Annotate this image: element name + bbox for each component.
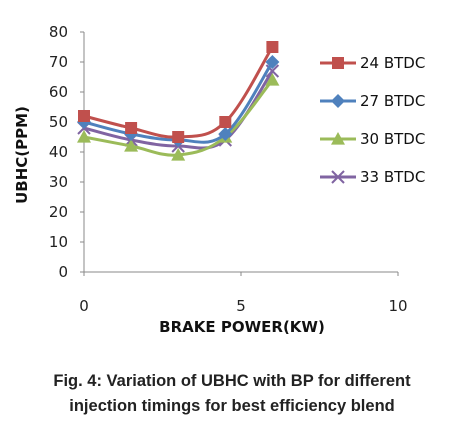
x-tick-label: 5 <box>236 297 246 315</box>
figure-caption-line-2: injection timings for best efficiency bl… <box>69 397 395 415</box>
data-point-30-btdc <box>265 73 280 86</box>
marker-stroke <box>331 170 345 184</box>
data-point-24-btdc <box>219 116 232 128</box>
data-point-27-btdc <box>218 127 233 141</box>
y-tick-label: 30 <box>49 173 68 191</box>
y-tick-label: 40 <box>49 143 68 161</box>
data-point-24-btdc <box>78 110 90 122</box>
data-point-27-btdc <box>265 55 280 69</box>
data-point-30-btdc <box>171 148 186 161</box>
legend-marker <box>331 132 345 145</box>
data-point-30-btdc <box>124 139 139 152</box>
series-layer <box>77 41 280 161</box>
legend: 24 BTDC 27 BTDC 30 BTDC 33 BTDC <box>320 54 425 186</box>
y-tick-label: 70 <box>49 53 68 71</box>
legend-label: 27 BTDC <box>360 92 425 110</box>
y-tick-label: 20 <box>49 203 68 221</box>
line-chart: 0 10 20 30 40 50 60 70 80 0 5 10 24 BTDC 27 BTDC 30 B… <box>13 23 425 336</box>
legend-item-30-btdc: 30 BTDC <box>320 130 425 148</box>
data-point-24-btdc <box>172 131 185 143</box>
legend-label: 33 BTDC <box>360 168 425 186</box>
figure-caption-line-1: Fig. 4: Variation of UBHC with BP for di… <box>53 372 411 390</box>
legend-label: 30 BTDC <box>360 130 425 148</box>
y-tick-label: 0 <box>58 263 68 281</box>
data-point-30-btdc <box>77 130 91 143</box>
chart-axes <box>80 31 399 276</box>
y-tick-label: 50 <box>49 113 68 131</box>
y-axis-title: UBHC(PPM) <box>13 106 31 204</box>
legend-marker <box>331 94 345 108</box>
series-line-24-btdc <box>83 46 274 139</box>
legend-marker <box>332 57 344 69</box>
tick-labels: 0 10 20 30 40 50 60 70 80 0 5 10 <box>49 23 408 315</box>
data-point-24-btdc <box>125 122 138 134</box>
x-axis-title: BRAKE POWER(KW) <box>159 318 325 336</box>
y-tick-label: 80 <box>49 23 68 41</box>
x-tick-label: 0 <box>79 297 89 315</box>
series-line-27-btdc <box>83 61 274 144</box>
legend-label: 24 BTDC <box>360 54 425 72</box>
legend-item-24-btdc: 24 BTDC <box>320 54 425 72</box>
x-tick-label: 10 <box>388 297 407 315</box>
data-point-24-btdc <box>266 41 279 53</box>
y-tick-label: 60 <box>49 83 68 101</box>
legend-marker <box>331 170 345 184</box>
y-tick-label: 10 <box>49 233 68 251</box>
legend-item-27-btdc: 27 BTDC <box>320 92 425 110</box>
series-24-btdc <box>78 41 279 143</box>
series-30-btdc <box>77 73 280 161</box>
legend-item-33-btdc: 33 BTDC <box>320 168 425 186</box>
marker-stroke <box>265 64 280 78</box>
